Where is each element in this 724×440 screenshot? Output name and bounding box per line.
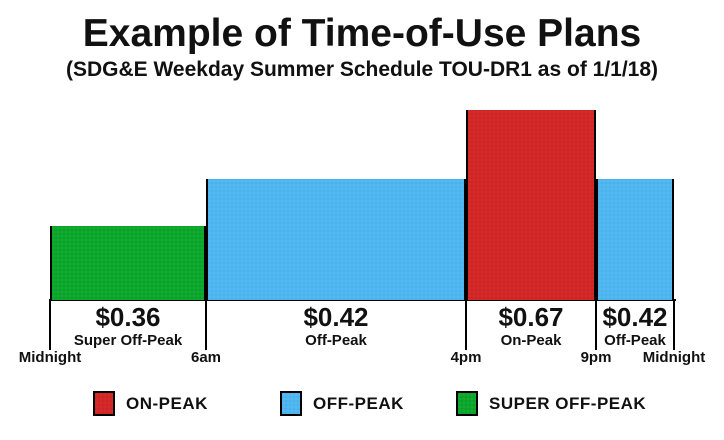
legend-item-super_off_peak: SUPER OFF-PEAK bbox=[456, 391, 646, 416]
time-label: 4pm bbox=[450, 349, 482, 366]
price-label: $0.42 bbox=[303, 302, 369, 332]
x-axis-line bbox=[49, 299, 676, 301]
time-label: 9pm bbox=[580, 349, 612, 366]
chart-title: Example of Time-of-Use Plans bbox=[82, 12, 642, 55]
period-name-label: Off-Peak bbox=[305, 332, 367, 350]
price-label: $0.42 bbox=[602, 302, 668, 332]
legend-label: SUPER OFF-PEAK bbox=[489, 393, 647, 413]
segment-label-on_peak-2: $0.67 On-Peak bbox=[466, 301, 596, 349]
time-label: Midnight bbox=[642, 349, 706, 366]
bar-super_off_peak-0 bbox=[50, 226, 206, 300]
time-label: Midnight bbox=[18, 349, 82, 366]
segment-label-off_peak-1: $0.42 Off-Peak bbox=[206, 301, 466, 349]
bar-off_peak-3 bbox=[596, 179, 674, 300]
price-label: $0.36 bbox=[95, 302, 161, 332]
segment-label-off_peak-3: $0.42 Off-Peak bbox=[596, 301, 674, 349]
period-name-label: On-Peak bbox=[500, 332, 562, 350]
legend-swatch-off_peak bbox=[280, 391, 302, 416]
legend-label: OFF-PEAK bbox=[313, 393, 404, 413]
axis-tick bbox=[205, 300, 207, 350]
legend-swatch-on_peak bbox=[93, 391, 115, 416]
legend-item-on_peak: ON-PEAK bbox=[93, 391, 208, 416]
time-label: 6am bbox=[190, 349, 222, 366]
legend-label: ON-PEAK bbox=[126, 393, 208, 413]
period-name-label: Super Off-Peak bbox=[73, 332, 183, 350]
price-label: $0.67 bbox=[498, 302, 564, 332]
axis-tick bbox=[673, 300, 675, 350]
legend-item-off_peak: OFF-PEAK bbox=[280, 391, 404, 416]
chart-subtitle: (SDG&E Weekday Summer Schedule TOU-DR1 a… bbox=[65, 58, 659, 81]
legend-swatch-super_off_peak bbox=[456, 391, 478, 416]
axis-tick bbox=[465, 300, 467, 350]
segment-label-super_off_peak-0: $0.36 Super Off-Peak bbox=[50, 301, 206, 349]
period-name-label: Off-Peak bbox=[604, 332, 666, 350]
bar-off_peak-1 bbox=[206, 179, 466, 300]
bar-on_peak-2 bbox=[466, 110, 596, 300]
axis-tick bbox=[49, 300, 51, 350]
axis-tick bbox=[595, 300, 597, 350]
